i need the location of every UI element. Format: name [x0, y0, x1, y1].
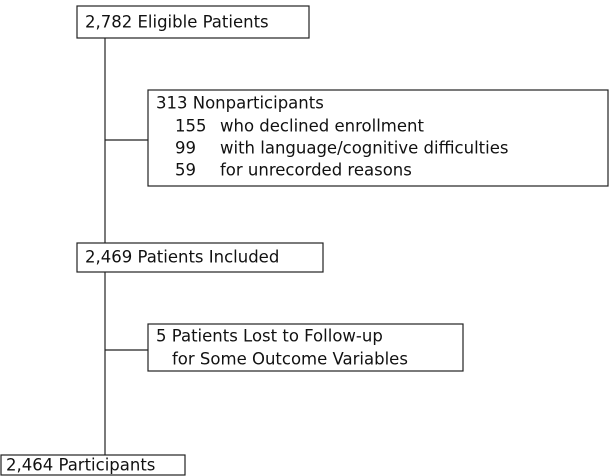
box	[76, 242, 324, 273]
item-text: for unrecorded reasons	[220, 161, 412, 180]
item-text: with language/cognitive difficulties	[220, 139, 508, 158]
box	[147, 323, 464, 372]
item-count: 99	[175, 139, 196, 158]
box	[76, 5, 310, 39]
node-label: 2,782 Eligible Patients	[85, 13, 269, 32]
node-label: 5 Patients Lost to Follow-up	[156, 327, 383, 346]
node-label: 2,469 Patients Included	[85, 248, 279, 267]
box	[147, 89, 609, 187]
node-label: 313 Nonparticipants	[156, 94, 324, 113]
box	[0, 454, 186, 476]
item-count: 59	[175, 161, 196, 180]
item-count: 155	[175, 117, 207, 136]
node-label: 2,464 Participants	[6, 456, 155, 475]
node-sublabel: for Some Outcome Variables	[172, 350, 408, 369]
item-text: who declined enrollment	[220, 117, 424, 136]
